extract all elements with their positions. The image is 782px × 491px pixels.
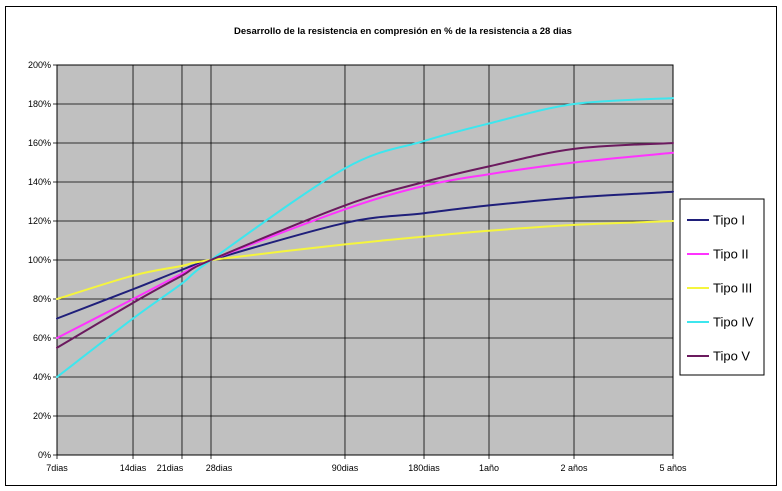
y-tick-label: 80%: [33, 294, 51, 304]
legend-label-tipo-iv: Tipo IV: [713, 315, 754, 330]
chart-svg: Desarrollo de la resistencia en compresi…: [28, 26, 765, 473]
chart-frame: Desarrollo de la resistencia en compresi…: [5, 6, 777, 486]
x-tick-label: 180dias: [408, 463, 440, 473]
y-tick-label: 200%: [28, 60, 51, 70]
x-tick-label: 5 años: [659, 463, 687, 473]
legend-label-tipo-i: Tipo I: [713, 213, 745, 228]
y-tick-label: 40%: [33, 372, 51, 382]
x-tick-label: 28dias: [206, 463, 233, 473]
series-line-tipo-iv: [56, 97, 674, 378]
legend-label-tipo-iii: Tipo III: [713, 281, 752, 296]
x-tick-label: 1año: [479, 463, 499, 473]
legend-label-tipo-ii: Tipo II: [713, 247, 749, 262]
plot-area: 0% 20% 40% 60% 80% 100% 120% 140% 160% 180% 200% 7d…: [28, 60, 687, 473]
series-line-tipo-i: [56, 190, 674, 320]
series-line-tipo-ii: [56, 151, 674, 339]
y-tick-label: 100%: [28, 255, 51, 265]
x-tick-label: 90dias: [332, 463, 359, 473]
legend: Tipo I Tipo II Tipo III Tipo IV Tipo V: [679, 198, 765, 376]
y-tick-label: 120%: [28, 216, 51, 226]
y-tick-label: 20%: [33, 411, 51, 421]
y-tick-label: 60%: [33, 333, 51, 343]
plot-border: [56, 64, 674, 456]
chart-title: Desarrollo de la resistencia en compresi…: [234, 26, 572, 37]
x-tick-label: 21dias: [157, 463, 184, 473]
legend-label-tipo-v: Tipo V: [713, 349, 750, 364]
series-line-tipo-iii: [56, 220, 674, 300]
y-tick-label: 140%: [28, 177, 51, 187]
y-tick-label: 0%: [38, 450, 51, 460]
y-tick-label: 180%: [28, 99, 51, 109]
x-tick-label: 14dias: [120, 463, 147, 473]
y-tick-label: 160%: [28, 138, 51, 148]
x-tick-label: 2 años: [560, 463, 588, 473]
series-line-tipo-v: [56, 142, 674, 349]
x-tick-label: 7dias: [46, 463, 68, 473]
